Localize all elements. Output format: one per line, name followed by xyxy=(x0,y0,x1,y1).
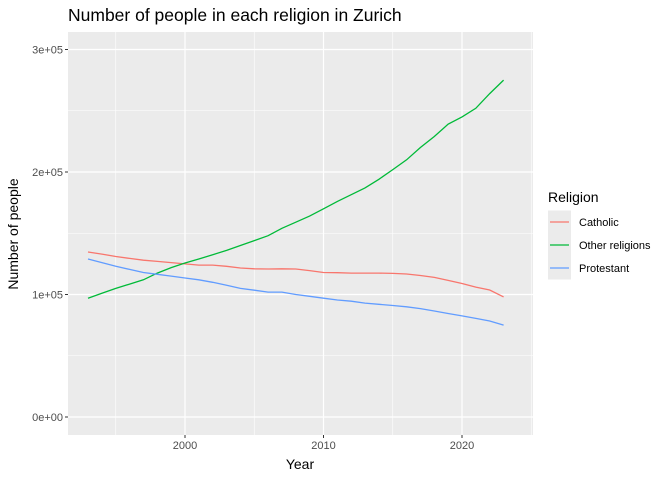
x-axis-label: Year xyxy=(286,456,315,472)
y-tick-label: 0e+00 xyxy=(32,412,63,424)
series-line-other-religions xyxy=(87,79,505,299)
y-tick-label: 2e+05 xyxy=(32,167,63,179)
y-tick-label: 1e+05 xyxy=(32,290,63,302)
y-tick-label: 3e+05 xyxy=(32,45,63,57)
x-axis: 2000 2010 2020 xyxy=(173,435,474,452)
legend: Religion Catholic Other religions Protesta… xyxy=(548,189,651,280)
y-axis-label: Number of people xyxy=(5,178,21,290)
series-line-protestant xyxy=(87,258,504,326)
x-tick-label: 2020 xyxy=(450,440,474,452)
legend-label: Protestant xyxy=(579,263,629,275)
grid-lines xyxy=(68,32,533,435)
y-axis: 0e+00 1e+05 2e+05 3e+05 xyxy=(32,45,68,424)
legend-label: Other religions xyxy=(579,240,651,252)
legend-label: Catholic xyxy=(579,217,619,229)
x-tick-label: 2000 xyxy=(173,440,197,452)
x-tick-label: 2010 xyxy=(311,440,335,452)
series-lines xyxy=(87,79,505,326)
legend-title: Religion xyxy=(548,189,599,205)
chart-title: Number of people in each religion in Zur… xyxy=(68,5,402,25)
series-line-catholic xyxy=(87,251,504,298)
